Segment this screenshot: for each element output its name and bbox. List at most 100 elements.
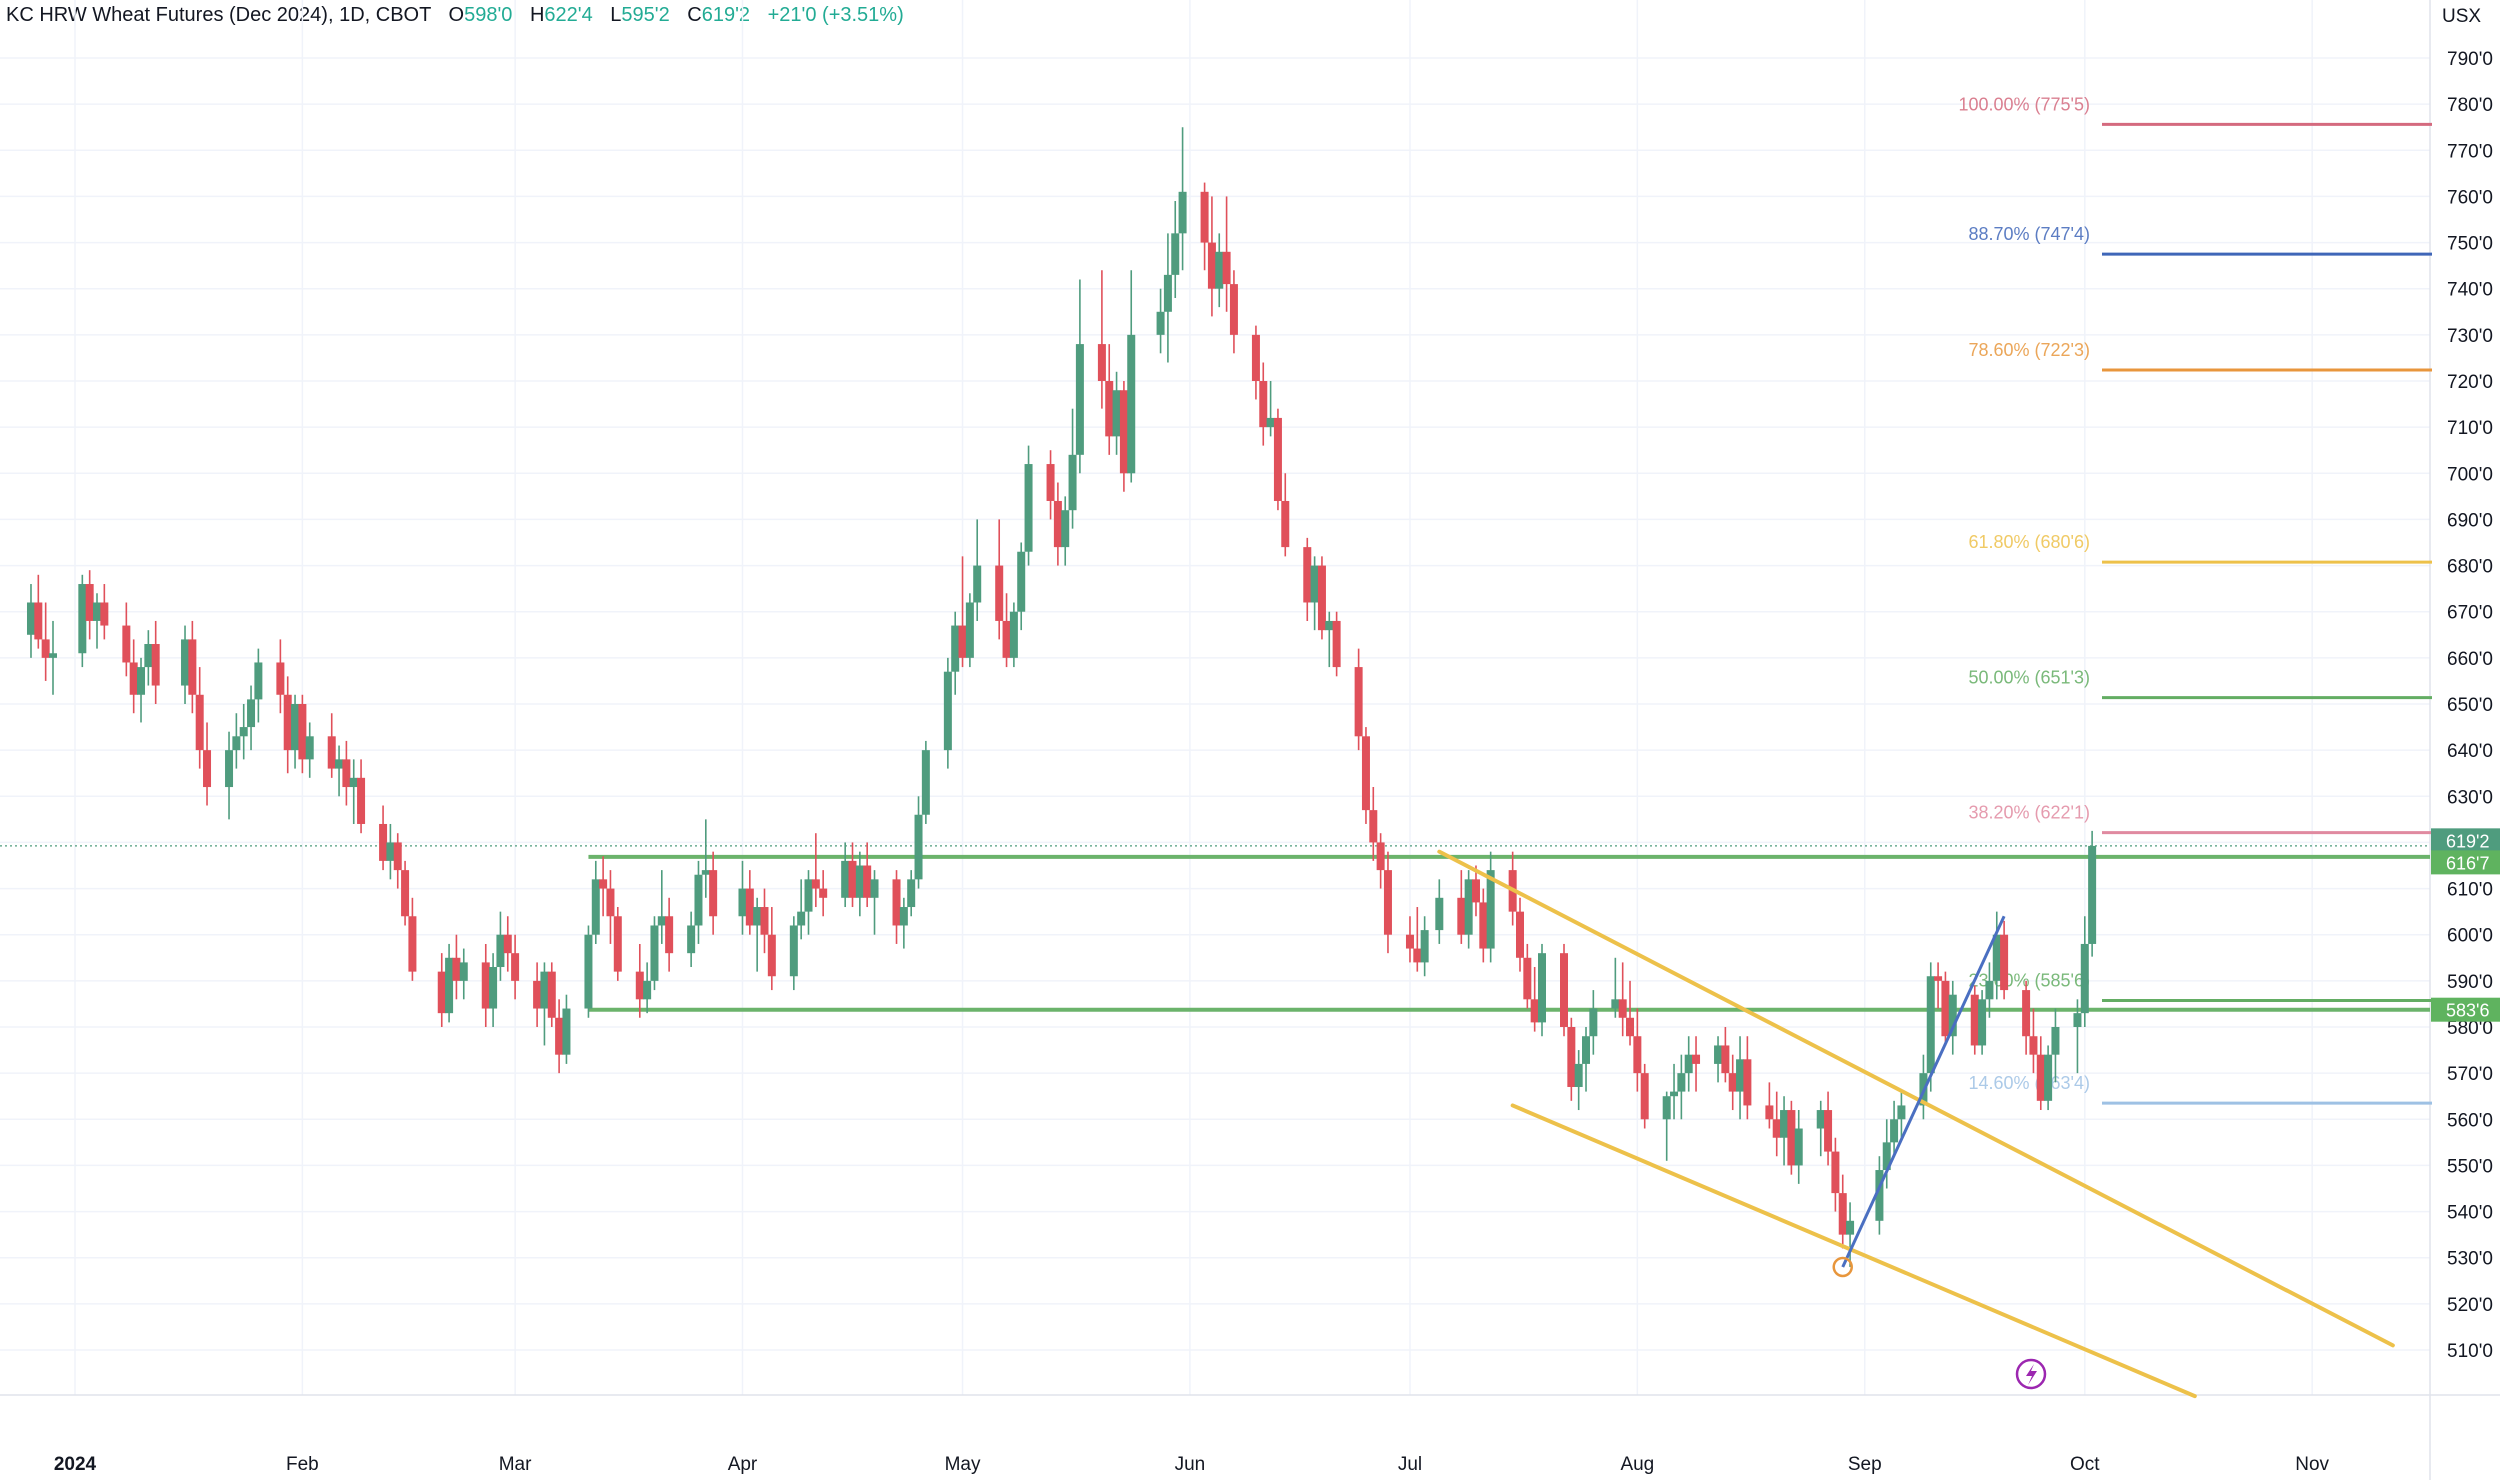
candle-body (1171, 233, 1180, 275)
candle-body (1486, 870, 1495, 949)
candle-body (2022, 990, 2031, 1037)
price-tick-label: 670'0 (2447, 603, 2493, 624)
candle-body (122, 625, 131, 663)
candle-body (606, 888, 615, 917)
candle-body (2029, 1036, 2038, 1055)
candle-body (1523, 957, 1532, 1000)
fib-level-label: 61.80% (680'6) (1968, 532, 2090, 552)
candle-body (1721, 1045, 1730, 1074)
candle-body (819, 888, 828, 898)
price-tick-label: 750'0 (2447, 234, 2493, 255)
candle-body (489, 967, 498, 1009)
price-tick-label: 760'0 (2447, 187, 2493, 208)
high-value: 622'4 (544, 4, 593, 26)
candle-body (437, 971, 446, 1014)
candle-body (1970, 994, 1979, 1046)
candle-body (1310, 565, 1319, 603)
price-tick-label: 540'0 (2447, 1203, 2493, 1224)
candle-body (203, 750, 212, 788)
candle-body (1002, 620, 1011, 658)
candle-body (393, 842, 402, 871)
currency-label[interactable]: USX (2442, 6, 2482, 27)
candle-body (1229, 284, 1238, 335)
candle-body (1163, 274, 1172, 312)
candle-body (943, 671, 952, 751)
candle-body (1046, 464, 1055, 501)
candle-body (1413, 948, 1422, 963)
candle-body (562, 1008, 571, 1055)
change-value: +21'0 (+3.51%) (767, 4, 904, 26)
candle-body (1736, 1059, 1745, 1092)
price-tick-label: 720'0 (2447, 372, 2493, 393)
candle-body (342, 759, 351, 788)
time-tick-label: Nov (2295, 1454, 2329, 1475)
candle-body (195, 694, 204, 751)
candle-body (1156, 311, 1165, 335)
price-tick-label: 780'0 (2447, 95, 2493, 116)
candle-body (298, 704, 307, 760)
candle-body (327, 736, 336, 769)
price-tick-label: 640'0 (2447, 741, 2493, 762)
candle-body (1728, 1073, 1737, 1092)
candle-body (1383, 870, 1392, 935)
candle-body (1824, 1110, 1833, 1152)
price-tick-label: 730'0 (2447, 326, 2493, 347)
candle-body (1677, 1073, 1686, 1092)
candle-body (239, 727, 248, 737)
open-label: O (448, 4, 465, 26)
price-tick-label: 740'0 (2447, 280, 2493, 301)
price-tick-label: 700'0 (2447, 464, 2493, 485)
candle-body (1068, 454, 1077, 511)
candle-body (78, 584, 87, 654)
candle-body (709, 870, 718, 917)
candle-body (291, 704, 300, 751)
candle-body (1317, 565, 1326, 631)
candle-body (1178, 191, 1187, 234)
candle-body (93, 602, 102, 621)
fib-level-label: 50.00% (651'3) (1968, 668, 2090, 688)
candle-body (254, 662, 263, 700)
candle-body (1479, 902, 1488, 949)
candle-body (745, 888, 754, 926)
candle-body (1515, 911, 1524, 958)
candle-body (1457, 897, 1466, 935)
candle-body (1626, 1017, 1635, 1037)
candle-body (555, 1017, 564, 1055)
candle-body (41, 639, 50, 658)
candle-body (1266, 417, 1275, 428)
candle-body (1941, 980, 1950, 1037)
candle-body (863, 865, 872, 898)
price-tick-label: 520'0 (2447, 1295, 2493, 1316)
fib-level-label: 38.20% (622'1) (1968, 803, 2090, 823)
candle-body (1538, 953, 1546, 1023)
fib-level-label: 14.60% (563'4) (1968, 1073, 2090, 1093)
candle-body (1589, 1008, 1598, 1037)
lightning-icon (2015, 1358, 2047, 1390)
candle-body (1640, 1073, 1649, 1120)
time-tick-label: Mar (499, 1454, 532, 1475)
candle-body (1097, 344, 1106, 381)
price-tick-label: 570'0 (2447, 1064, 2493, 1085)
candle-body (995, 565, 1004, 621)
price-badge (2431, 850, 2500, 875)
candle-body (1075, 344, 1084, 455)
price-tick-label: 680'0 (2447, 557, 2493, 578)
candle-body (899, 907, 908, 926)
candle-body (1670, 1091, 1679, 1097)
candle-body (1354, 667, 1363, 737)
candle-body (1017, 551, 1026, 612)
candle-body (1222, 251, 1231, 285)
candle-body (907, 879, 916, 908)
candle-body (951, 625, 960, 672)
candle-body (305, 736, 314, 760)
time-tick-label: Oct (2070, 1454, 2100, 1475)
price-tick-label: 560'0 (2447, 1110, 2493, 1131)
candle-body (1332, 620, 1341, 668)
candle-body (2088, 845, 2097, 944)
swing-low-marker (1832, 1256, 1853, 1278)
candle-body (445, 957, 454, 1014)
price-tick-label: 790'0 (2447, 49, 2493, 70)
candle-body (1009, 611, 1018, 658)
candle-body (1765, 1105, 1774, 1120)
